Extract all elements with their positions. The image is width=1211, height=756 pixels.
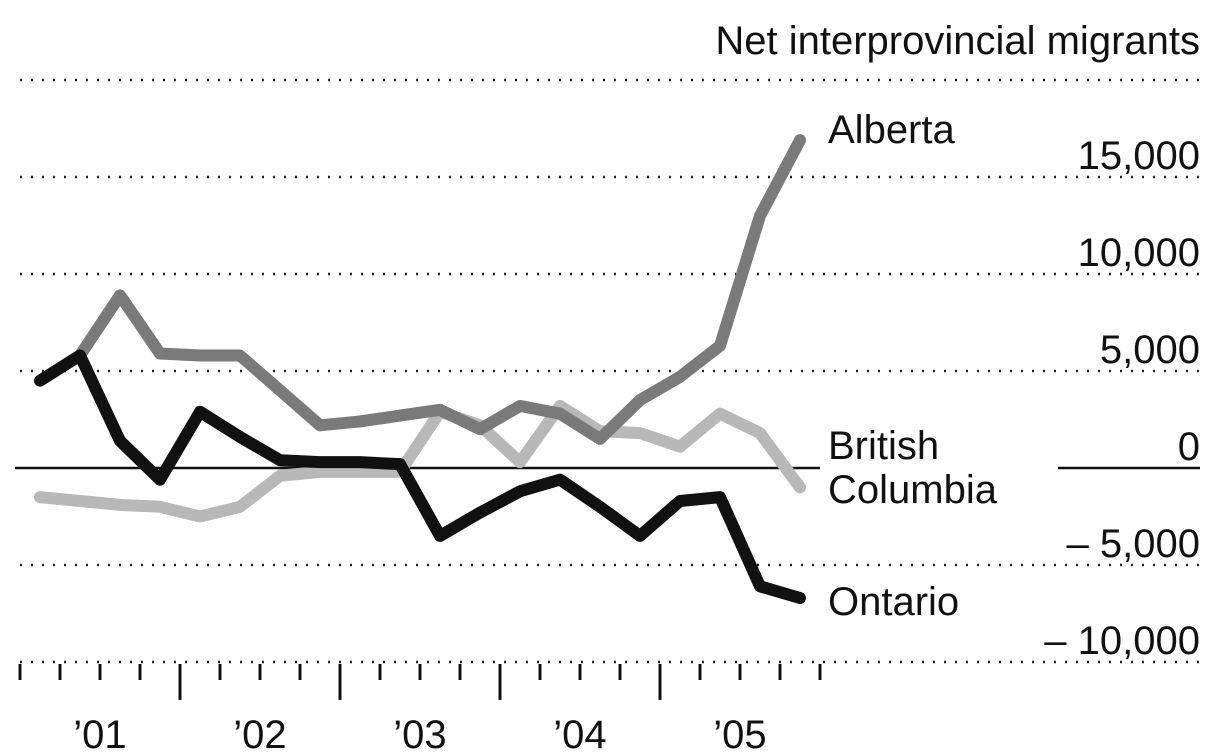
y-tick-label: 10,000 (1078, 231, 1200, 275)
series-label: British Columbia (828, 424, 997, 512)
series-label: Ontario (828, 580, 960, 624)
x-tick-label: ’02 (233, 713, 286, 756)
x-tick-label: ’05 (713, 713, 766, 756)
y-tick-label: 0 (1178, 425, 1200, 469)
series-line (34, 399, 806, 523)
x-tick-label: ’04 (553, 713, 606, 756)
series-line (74, 134, 806, 445)
y-tick-label: – 10,000 (1044, 619, 1200, 663)
chart-title: Net interprovincial migrants (715, 19, 1200, 63)
y-tick-label: 15,000 (1078, 134, 1200, 178)
y-tick-label: 5,000 (1100, 328, 1200, 372)
y-tick-label: – 5,000 (1067, 522, 1200, 566)
series-line (34, 349, 806, 604)
x-tick-label: ’01 (73, 713, 126, 756)
x-tick-label: ’03 (393, 713, 446, 756)
series-label: Alberta (828, 108, 955, 152)
